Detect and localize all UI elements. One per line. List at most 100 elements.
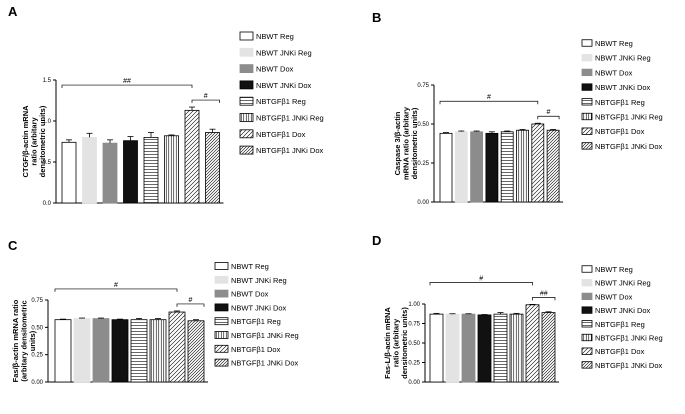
- legend-swatch: [581, 68, 593, 77]
- legend-swatch: [581, 83, 593, 91]
- y-axis-label-line: densitometric units): [410, 107, 419, 179]
- legend-swatch: [581, 98, 593, 106]
- legend-swatch: [239, 64, 254, 73]
- y-axis-label-line: densitometric units): [400, 307, 409, 379]
- bar: [470, 131, 484, 203]
- y-axis-label-line: ratio (arbitary: [30, 117, 39, 166]
- legend-swatch: [214, 275, 229, 284]
- y-axis-label-line: Fas-L/β-actin mRNA: [383, 307, 392, 379]
- legend-label: NBTGFβ1 Dox: [595, 347, 645, 356]
- y-axis-label: Fas-L/β-actin mRNAratio (arbitarydensito…: [383, 307, 409, 379]
- legend-swatch: [581, 39, 593, 47]
- legend-swatch: [581, 361, 593, 369]
- bar: [143, 136, 159, 204]
- bar: [461, 313, 476, 383]
- bar: [454, 131, 468, 203]
- bar: [82, 136, 97, 204]
- legend-label: NBWT Reg: [231, 262, 269, 271]
- significance-label: #: [487, 94, 491, 101]
- panel-letter: D: [372, 233, 381, 248]
- bar: [445, 313, 460, 383]
- legend-swatch: [581, 54, 593, 62]
- bar: [477, 314, 492, 383]
- legend-label: NBTGFβ1 Reg: [256, 97, 306, 106]
- bar: [509, 313, 524, 383]
- significance-label: #: [546, 109, 550, 116]
- bar: [168, 311, 186, 383]
- legend-swatch: [581, 127, 593, 135]
- legend-label: NBTGFβ1 Dox: [595, 127, 645, 136]
- y-tick-label: 0.75: [417, 83, 429, 89]
- bar: [516, 129, 529, 203]
- bar: [531, 123, 545, 203]
- legend-label: NBWT Reg: [595, 39, 633, 48]
- bar: [130, 319, 148, 383]
- significance-bracket: [532, 297, 556, 301]
- legend-label: NBWT JNKi Reg: [256, 48, 312, 57]
- y-tick-label: 0.75: [31, 298, 43, 304]
- bar: [61, 141, 77, 204]
- legend-swatch: [581, 142, 593, 150]
- legend-label: NBWT JNKi Reg: [231, 276, 287, 285]
- significance-label: #: [204, 93, 208, 100]
- bar: [149, 319, 167, 383]
- legend-swatch: [239, 129, 254, 139]
- legend-label: NBWT Reg: [256, 32, 294, 41]
- legend-label: NBTGFβ1 JNKi Reg: [595, 113, 663, 122]
- y-tick-label: 0.25: [408, 361, 420, 367]
- bar: [102, 142, 118, 204]
- bar: [493, 313, 508, 383]
- legend-label: NBWT JNKi Reg: [595, 54, 651, 63]
- legend-label: NBTGFβ1 JNKi Reg: [231, 331, 299, 340]
- y-axis-label-line: CTGF/β-actin mRNA: [21, 105, 30, 178]
- legend-swatch: [581, 265, 593, 273]
- legend-swatch: [239, 96, 254, 106]
- legend-label: NBTGFβ1 JNKi Dox: [256, 146, 323, 155]
- legend-label: NBWT Dox: [231, 290, 269, 299]
- bar: [500, 131, 514, 203]
- legend-swatch: [214, 303, 229, 312]
- legend-swatch: [214, 289, 229, 298]
- bar: [546, 129, 560, 203]
- y-axis-label-line: ratio (arbitary: [392, 318, 401, 367]
- y-axis-label-line: Fas/β-actin mRNA ratio: [11, 299, 20, 382]
- legend-label: NBTGFβ1 Reg: [231, 317, 281, 326]
- significance-bracket: [191, 99, 220, 104]
- significance-bracket: [439, 100, 539, 105]
- legend-swatch: [214, 331, 229, 339]
- legend-swatch: [239, 113, 254, 122]
- legend-label: NBTGFβ1 Reg: [595, 98, 645, 107]
- y-tick-label: 1.5: [43, 78, 52, 84]
- legend-label: NBWT Reg: [595, 265, 633, 274]
- y-axis-label: Fas/β-actin mRNA ratio(arbitary densitom…: [11, 299, 37, 382]
- legend-label: NBWT JNKi Dox: [595, 83, 651, 92]
- legend-swatch: [581, 279, 593, 287]
- y-tick-label: 0.75: [408, 322, 420, 328]
- y-tick-label: 0.25: [417, 161, 429, 167]
- legend-swatch: [581, 112, 593, 121]
- y-tick-label: 1.0: [43, 119, 52, 125]
- legend-swatch: [239, 47, 254, 57]
- legend-label: NBTGFβ1 Reg: [595, 320, 645, 329]
- legend-label: NBTGFβ1 Dox: [231, 345, 281, 354]
- legend-label: NBTGFβ1 JNKi Reg: [595, 334, 663, 343]
- significance-label: #: [189, 297, 193, 304]
- y-tick-label: 0.25: [31, 353, 43, 359]
- y-axis-label-line: units): [28, 330, 37, 351]
- significance-bracket: [61, 84, 193, 89]
- legend-swatch: [214, 358, 229, 367]
- legend-swatch: [239, 80, 254, 90]
- bar: [525, 304, 540, 383]
- y-tick-label: 0.5: [43, 160, 52, 166]
- legend-label: NBWT JNKi Dox: [231, 303, 287, 312]
- legend-swatch: [581, 320, 593, 328]
- legend-label: NBTGFβ1 JNKi Dox: [231, 359, 298, 368]
- bar: [73, 318, 91, 383]
- y-tick-label: 0.00: [31, 380, 43, 386]
- legend-swatch: [214, 317, 229, 326]
- panel-a: A 0.0 0.5 1.0 1.5 CTGF/β-actin mRNAratio (arb…: [8, 4, 324, 207]
- significance-bracket: [537, 115, 560, 120]
